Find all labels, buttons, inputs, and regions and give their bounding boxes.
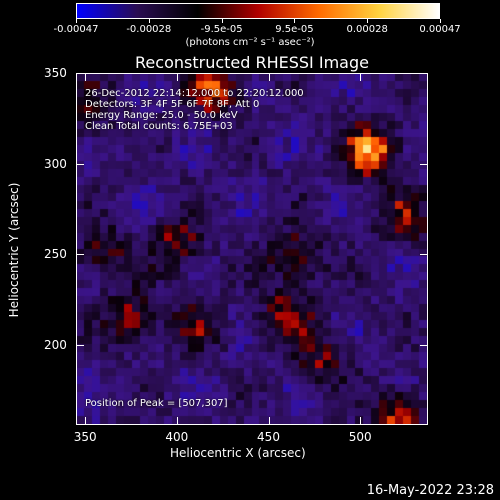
y-tick-mark bbox=[420, 163, 428, 165]
y-tick-mark bbox=[420, 73, 428, 74]
y-tick-label: 350 bbox=[44, 66, 67, 80]
x-tick-label: 500 bbox=[348, 430, 372, 444]
colorbar-tick bbox=[221, 19, 223, 23]
x-tick-label: 400 bbox=[165, 430, 189, 444]
y-tick-mark bbox=[420, 254, 428, 256]
colorbar bbox=[76, 3, 440, 19]
y-tick-mark bbox=[76, 345, 84, 347]
y-tick-label: 250 bbox=[44, 247, 67, 262]
timestamp: 16-May-2022 23:28 bbox=[366, 483, 494, 498]
x-tick-mark bbox=[85, 417, 87, 425]
y-tick-mark bbox=[76, 73, 84, 74]
plot-title: Reconstructed RHESSI Image bbox=[135, 53, 369, 72]
y-tick-mark bbox=[76, 163, 84, 165]
annotation-time: 26-Dec-2012 22:14:12.000 to 22:20:12.000 bbox=[85, 88, 304, 99]
heatmap-canvas bbox=[77, 74, 427, 424]
colorbar-tick bbox=[148, 19, 150, 23]
colorbar-tick-label: 0.00028 bbox=[346, 24, 388, 35]
x-tick-mark bbox=[176, 417, 178, 425]
y-tick-label: 200 bbox=[44, 338, 67, 353]
x-tick-mark bbox=[360, 417, 362, 425]
colorbar-tick bbox=[367, 19, 369, 23]
annotation-peak: Position of Peak = [507,307] bbox=[85, 398, 228, 409]
image-plot[interactable]: 26-Dec-2012 22:14:12.000 to 22:20:12.000… bbox=[76, 73, 428, 425]
x-tick-mark bbox=[268, 73, 270, 81]
x-axis-label: Heliocentric X (arcsec) bbox=[170, 446, 306, 460]
x-tick-mark bbox=[85, 73, 87, 81]
colorbar-tick bbox=[76, 19, 77, 23]
colorbar-unit: (photons cm⁻² s⁻¹ asec⁻²) bbox=[185, 37, 315, 48]
x-tick-label: 350 bbox=[73, 430, 97, 444]
colorbar-tick-label: -0.00028 bbox=[126, 24, 172, 35]
x-tick-mark bbox=[360, 73, 362, 81]
colorbar-tick bbox=[294, 19, 296, 23]
y-tick-mark bbox=[76, 254, 84, 256]
colorbar-tick bbox=[440, 19, 441, 23]
x-tick-label: 450 bbox=[257, 430, 280, 444]
colorbar-tick-label: 9.5e-05 bbox=[275, 24, 314, 35]
colorbar-tick-label: -0.00047 bbox=[53, 24, 99, 35]
annotation-detectors: Detectors: 3F 4F 5F 6F 7F 8F, Att 0 bbox=[85, 99, 260, 110]
annotation-clean: Clean Total counts: 6.75E+03 bbox=[85, 121, 233, 132]
colorbar-tick-label: -9.5e-05 bbox=[200, 24, 243, 35]
x-tick-mark bbox=[176, 73, 178, 81]
y-axis-label: Heliocentric Y (arcsec) bbox=[7, 182, 21, 318]
annotation-energy: Energy Range: 25.0 - 50.0 keV bbox=[85, 110, 238, 121]
y-tick-label: 300 bbox=[44, 156, 67, 171]
y-tick-mark bbox=[420, 345, 428, 347]
x-tick-mark bbox=[268, 417, 270, 425]
colorbar-tick-label: 0.00047 bbox=[419, 24, 461, 35]
